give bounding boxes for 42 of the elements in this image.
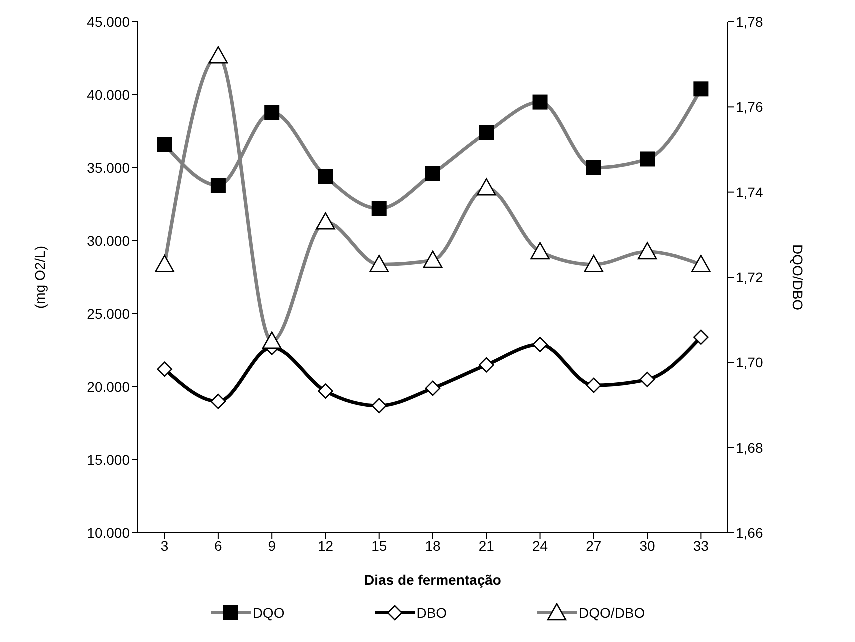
y2-tick-label: 1,68 <box>736 440 764 456</box>
point <box>372 398 388 414</box>
y2-tick-label: 1,74 <box>736 184 764 200</box>
y-tick-label: 45.000 <box>87 14 130 30</box>
point <box>532 337 548 352</box>
y-tick-label: 30.000 <box>87 232 130 249</box>
y-tick-label: 25.000 <box>87 306 130 322</box>
y-tick-label: 35.000 <box>87 160 130 176</box>
x-tick-label: 12 <box>318 538 334 554</box>
x-tick-label: 24 <box>532 538 548 554</box>
y-tick-label: 40.000 <box>87 86 130 103</box>
point <box>318 384 334 400</box>
point <box>640 372 656 388</box>
point <box>694 330 709 346</box>
y2-tick-label: 1,76 <box>736 99 764 116</box>
point <box>210 394 226 410</box>
x-tick-label: 30 <box>640 538 656 554</box>
x-tick-label: 9 <box>268 538 276 554</box>
y2-axis-title: DQO/DBO <box>790 244 806 311</box>
y2-tick-label: 1,72 <box>736 269 764 286</box>
x-tick-label: 3 <box>160 538 169 554</box>
point <box>586 378 602 394</box>
y-axis-title: (mg O2/L) <box>32 246 48 310</box>
y-tick-label: 15.000 <box>87 452 130 468</box>
legend-label: DQO <box>252 605 285 621</box>
x-tick-label: 18 <box>425 538 441 554</box>
x-tick-label: 27 <box>586 538 602 554</box>
x-tick-label: 21 <box>478 538 495 554</box>
y2-tick-label: 1,78 <box>736 14 764 30</box>
y2-tick-label: 1,70 <box>736 354 764 371</box>
y-tick-label: 10.000 <box>87 524 130 541</box>
y-tick-label: 20.000 <box>87 378 130 395</box>
point <box>425 380 441 396</box>
x-tick-label: 6 <box>214 538 223 554</box>
legend-label: DBO <box>416 605 448 621</box>
x-tick-label: 15 <box>372 538 388 554</box>
point <box>157 362 172 378</box>
legend-label: DQO/DBO <box>579 605 646 621</box>
x-axis-title: Dias de fermentação <box>364 572 502 588</box>
y2-tick-label: 1,66 <box>736 524 764 541</box>
x-tick-label: 33 <box>693 538 710 554</box>
point <box>478 357 494 373</box>
